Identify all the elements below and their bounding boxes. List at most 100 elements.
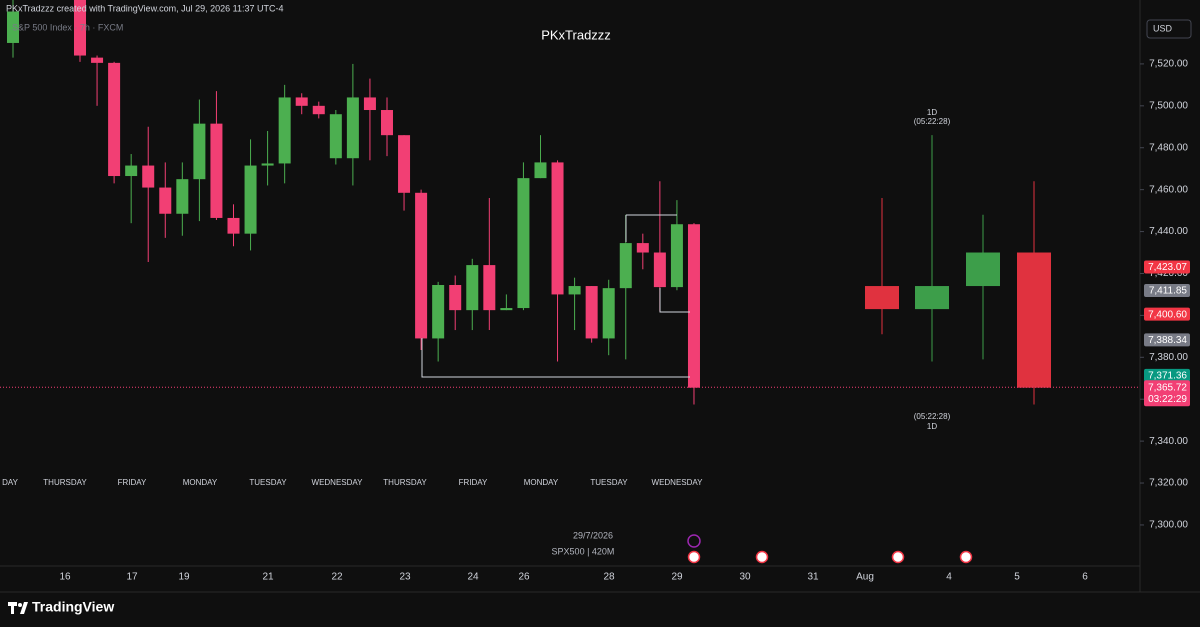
candle-body <box>865 286 899 310</box>
weekday-label: THURSDAY <box>43 478 87 487</box>
candle-body <box>125 165 138 177</box>
event-icon[interactable] <box>891 550 905 564</box>
candle-body <box>483 265 496 311</box>
x-tick-label: 23 <box>399 572 411 583</box>
candle-body <box>261 163 274 166</box>
candle-body <box>500 308 513 311</box>
currency[interactable]: USD <box>1153 23 1173 33</box>
candle-body <box>176 179 189 214</box>
candle-body <box>687 224 700 388</box>
x-tick-label: 5 <box>1014 572 1020 583</box>
plot-area <box>7 0 1051 405</box>
candle-body <box>193 123 206 180</box>
candle-body <box>1017 252 1051 388</box>
candle-body <box>517 178 530 309</box>
weekday-label: WEDNESDAY <box>312 478 364 487</box>
y-tick-label: 7,300.00 <box>1149 520 1188 531</box>
y-tick-label: 7,380.00 <box>1149 352 1188 363</box>
price-badge <box>1144 307 1190 321</box>
symbol-info: S&P 500 Index · 7h · FXCM <box>12 22 123 32</box>
drawings <box>421 214 690 378</box>
last-price-label: 7,365.72 <box>1148 382 1187 393</box>
candle-body <box>415 192 428 339</box>
weekday-label: FRIDAY <box>118 478 147 487</box>
price-badge-label: 7,423.07 <box>1148 262 1187 273</box>
price-badge-label: 7,388.34 <box>1148 335 1187 346</box>
projection-countdown: (05:22:28) <box>914 117 951 126</box>
candle-body <box>466 265 479 311</box>
candle-body <box>74 0 86 56</box>
last-price-badge <box>1144 380 1190 407</box>
candle-body <box>108 62 121 177</box>
candle-body <box>915 286 949 310</box>
y-tick-label: 7,480.00 <box>1149 142 1188 153</box>
candle-body <box>329 114 342 159</box>
projection-timeframe: 1D <box>927 108 937 117</box>
candle-body <box>636 243 649 253</box>
price-badge-label: 7,411.85 <box>1149 286 1188 297</box>
y-tick-label: 7,340.00 <box>1149 436 1188 447</box>
event-icons <box>687 534 973 564</box>
candle-body <box>312 105 325 115</box>
event-icon[interactable] <box>959 550 973 564</box>
weekday-label: TUESDAY <box>590 478 628 487</box>
footer-bar <box>0 592 1200 627</box>
y-tick-label: 7,460.00 <box>1149 184 1188 195</box>
price-badge <box>1144 368 1190 382</box>
x-tick-label: 31 <box>807 572 819 583</box>
candle-body <box>534 162 547 179</box>
y-tick-label: 7,420.00 <box>1149 268 1188 279</box>
x-tick-label: 28 <box>603 572 615 583</box>
event-icon[interactable] <box>687 550 701 564</box>
x-tick-label: 16 <box>59 572 71 583</box>
credit: PKxTradzzz created with TradingView.com,… <box>6 3 283 13</box>
candle-body <box>449 285 462 311</box>
x-tick-label: 4 <box>946 572 952 583</box>
projection-countdown: (05:22:28) <box>914 412 951 421</box>
candle-body <box>363 97 376 111</box>
candle-body <box>602 288 615 339</box>
currency-box[interactable] <box>1146 19 1192 39</box>
candle-body <box>670 224 683 288</box>
weekday-label: MONDAY <box>524 478 559 487</box>
candle-body <box>91 57 104 63</box>
price-badge <box>1144 260 1190 274</box>
weekday-label: WEDNESDAY <box>652 478 704 487</box>
candle-body <box>244 165 257 234</box>
candle-body <box>7 11 19 43</box>
weekday-label: DAY <box>2 478 19 487</box>
chart-title: PKxTradzzz <box>541 27 611 42</box>
event-icon[interactable] <box>687 534 701 548</box>
last-price-countdown: 03:22:29 <box>1148 394 1187 405</box>
x-tick-label: 22 <box>331 572 343 583</box>
weekday-label: THURSDAY <box>383 478 427 487</box>
x-tick-label: 29 <box>671 572 683 583</box>
candle-body <box>227 217 240 234</box>
candle-body <box>278 97 291 164</box>
x-tick-label: 17 <box>126 572 138 583</box>
logo-dot <box>18 603 22 607</box>
logo-mark <box>8 602 28 614</box>
y-tick-label: 7,440.00 <box>1149 226 1188 237</box>
candle-body <box>432 285 445 339</box>
candle-body <box>142 165 155 188</box>
brand: TradingView <box>32 599 114 615</box>
cursor-date: 29/7/2026 <box>573 530 613 540</box>
x-tick-label: 30 <box>739 572 751 583</box>
candle-body <box>210 123 223 218</box>
price-badge-label: 7,400.60 <box>1148 309 1187 320</box>
candle-body <box>585 286 598 339</box>
logo <box>8 602 28 614</box>
price-badge <box>1144 284 1190 298</box>
event-icon[interactable] <box>755 550 769 564</box>
candle-body <box>380 110 393 136</box>
x-tick-label: 19 <box>178 572 190 583</box>
drawing-line <box>421 338 690 378</box>
candle-body <box>966 252 1000 287</box>
price-badge <box>1144 333 1190 347</box>
y-tick-label: 7,520.00 <box>1149 59 1188 70</box>
candle-body <box>653 252 666 288</box>
candle-body <box>398 135 411 193</box>
price-badge-label: 7,371.36 <box>1148 371 1187 382</box>
weekday-label: MONDAY <box>183 478 218 487</box>
